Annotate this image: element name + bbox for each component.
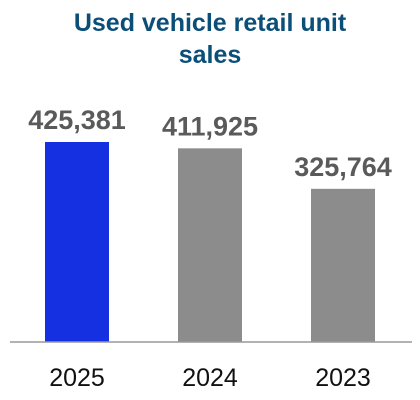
bar-2023 (311, 188, 375, 342)
data-label-2024: 411,925 (162, 111, 258, 141)
x-axis-tick-labels: 2025 2024 2023 (49, 364, 371, 392)
bar-2025 (45, 142, 109, 342)
x-tick-label-2023: 2023 (315, 364, 371, 392)
chart-title-line-2: sales (179, 41, 242, 69)
chart-title-line-1: Used vehicle retail unit (74, 9, 347, 37)
x-tick-label-2025: 2025 (49, 364, 105, 392)
x-tick-label-2024: 2024 (182, 364, 238, 392)
chart-title: Used vehicle retail unit sales (74, 9, 347, 69)
bar-2024 (178, 148, 242, 342)
bar-series: 425,381 411,925 325,764 (28, 105, 392, 342)
data-label-2025: 425,381 (28, 105, 126, 135)
data-label-2023: 325,764 (294, 152, 392, 182)
